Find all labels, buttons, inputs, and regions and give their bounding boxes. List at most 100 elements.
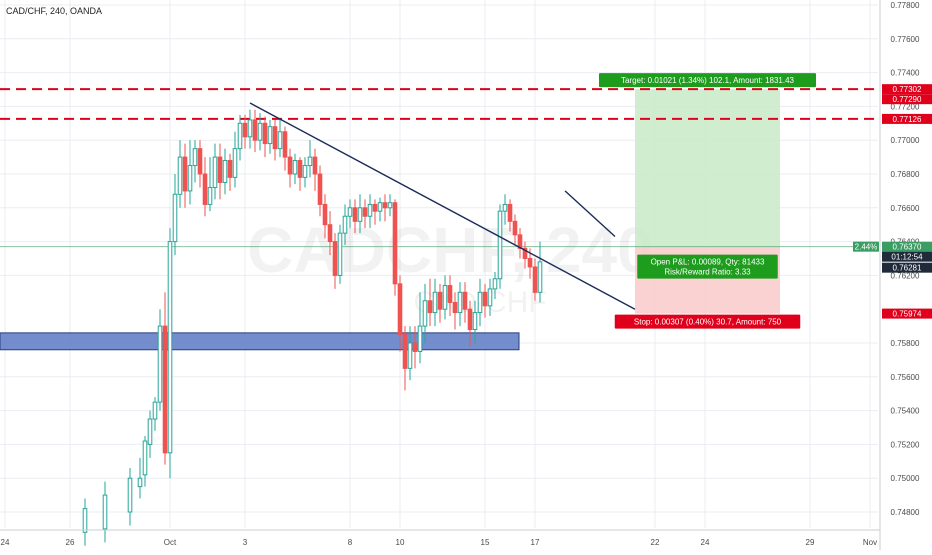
candle-body xyxy=(147,418,153,445)
candle-body xyxy=(482,291,488,307)
price-tag-resistance-3-text: 0.77126 xyxy=(893,115,922,124)
candle-body xyxy=(492,278,498,290)
symbol-title: CAD/CHF, 240, OANDA xyxy=(6,6,102,16)
candle-body xyxy=(137,477,143,488)
x-tick-label: 15 xyxy=(481,538,490,547)
position-labels: Target: 0.01021 (1.34%) 102.1, Amount: 1… xyxy=(599,73,816,329)
pct-tag-bg xyxy=(853,241,879,252)
candle-body xyxy=(497,210,503,280)
candle-body xyxy=(197,148,203,175)
candle-body xyxy=(252,119,258,141)
candle-body xyxy=(222,159,228,183)
candle-body xyxy=(467,308,473,330)
candle-body xyxy=(172,193,178,243)
price-tag-resistance-2-text: 0.77290 xyxy=(893,95,922,104)
candle-body xyxy=(522,247,528,260)
x-tick-label: Nov xyxy=(863,538,877,547)
candle-body xyxy=(332,241,338,276)
pnl-label-bg xyxy=(637,254,778,279)
pnl-label-text: Risk/Reward Ratio: 3.33 xyxy=(664,268,751,277)
candle-body xyxy=(167,241,173,454)
x-tick-label: 24 xyxy=(701,538,710,547)
price-tag-stop-text: 0.75974 xyxy=(893,310,922,319)
x-tick-label: 24 xyxy=(1,538,10,547)
trendline xyxy=(249,102,636,310)
candle-body xyxy=(487,288,493,307)
price-tag-current-text: 0.76370 xyxy=(893,243,922,252)
candle-body xyxy=(342,215,348,234)
target-zone xyxy=(635,89,780,247)
candle-body xyxy=(477,291,483,314)
candle-body xyxy=(282,131,288,158)
target-label-bg xyxy=(599,73,816,88)
candle-body xyxy=(207,187,213,205)
candle-body xyxy=(262,122,268,145)
candle-body xyxy=(437,291,443,310)
candle-body xyxy=(367,203,373,217)
y-tick-label: 0.76600 xyxy=(891,204,920,213)
y-tick-label: 0.76800 xyxy=(891,170,920,179)
candle-body xyxy=(212,156,218,189)
candle-body xyxy=(187,165,193,192)
candle-body xyxy=(512,220,518,236)
candle-body xyxy=(312,156,318,175)
candle-body xyxy=(257,122,263,141)
x-tick-label: 8 xyxy=(348,538,353,547)
y-tick-label: 0.75400 xyxy=(891,407,920,416)
candle-body xyxy=(317,173,323,205)
candle-body xyxy=(457,291,463,314)
candle-body xyxy=(152,401,158,420)
candle-body xyxy=(422,300,428,327)
candle-body xyxy=(232,148,238,178)
candle-body xyxy=(322,203,328,226)
candle-body xyxy=(352,207,358,222)
target-label-text: Target: 0.01021 (1.34%) 102.1, Amount: 1… xyxy=(621,76,795,85)
candles xyxy=(82,109,543,546)
stop-label-text: Stop: 0.00307 (0.40%) 30.7, Amount: 750 xyxy=(634,318,782,327)
candle-body xyxy=(382,202,388,209)
price-tag-resistance-3-bg xyxy=(882,113,932,124)
y-tick-label: 0.77200 xyxy=(891,102,920,111)
price-tag-countdown-bg xyxy=(882,251,932,262)
candle-body xyxy=(192,148,198,167)
position-zones xyxy=(0,89,780,351)
candle-body xyxy=(182,156,188,192)
candle-body xyxy=(507,203,513,222)
price-tag-resistance-1-bg xyxy=(882,84,932,95)
candle-body xyxy=(392,202,398,285)
watermark-main: CADCHF, 240 xyxy=(247,214,652,286)
price-tag-last-text: 0.76281 xyxy=(893,264,922,273)
trendlines xyxy=(249,102,636,310)
candle-body xyxy=(277,131,283,150)
candle-body xyxy=(527,258,533,268)
candle-body xyxy=(157,325,163,403)
price-tag-countdown-text: 01:12:54 xyxy=(891,253,923,262)
candle-body xyxy=(287,156,293,175)
y-tick-label: 0.75800 xyxy=(891,339,920,348)
candle-body xyxy=(272,126,278,150)
y-tick-label: 0.75000 xyxy=(891,474,920,483)
candle-body xyxy=(127,477,133,513)
price-tag-last-bg xyxy=(882,262,932,273)
candle-body xyxy=(102,494,108,530)
price-tag-current-bg xyxy=(882,241,932,252)
pct-tag-text: 2.44% xyxy=(855,243,878,252)
candle-body xyxy=(217,156,223,183)
candle-body xyxy=(357,207,363,222)
candle-body xyxy=(267,126,273,145)
candle-body xyxy=(417,325,423,352)
candle-body xyxy=(202,173,208,205)
x-tick-label: 10 xyxy=(396,538,405,547)
y-tick-label: 0.77000 xyxy=(891,136,920,145)
candle-body xyxy=(447,285,453,303)
candle-body xyxy=(462,291,468,310)
candle-body xyxy=(82,508,88,533)
candle-body xyxy=(452,301,458,314)
candle-body xyxy=(247,119,253,138)
candle-body xyxy=(237,122,243,150)
level-lines xyxy=(0,88,878,248)
price-tag-resistance-1-text: 0.77302 xyxy=(893,85,922,94)
